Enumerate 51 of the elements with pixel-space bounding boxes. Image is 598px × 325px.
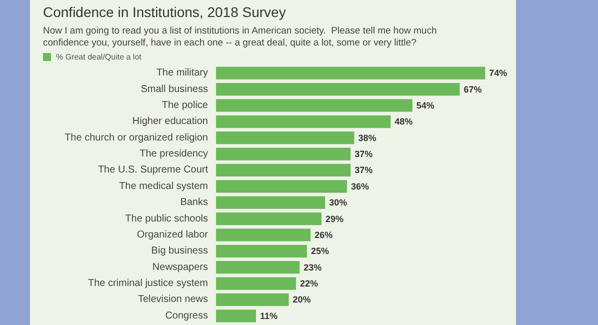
y-tick-label: Small business xyxy=(140,84,208,95)
y-tick-label: The U.S. Supreme Court xyxy=(98,164,208,176)
bar xyxy=(216,164,351,177)
bar xyxy=(216,293,289,306)
data-label: 54% xyxy=(416,100,434,110)
bar xyxy=(216,196,326,209)
y-tick-label: Television news xyxy=(138,294,208,306)
data-label: 23% xyxy=(304,262,322,272)
bar xyxy=(216,115,391,128)
data-label: 20% xyxy=(292,294,311,305)
data-label: 26% xyxy=(314,230,333,240)
bar xyxy=(216,82,460,96)
bar xyxy=(216,244,307,258)
y-tick-label: The medical system xyxy=(119,180,208,192)
bar xyxy=(216,99,412,112)
y-tick-label: Banks xyxy=(180,197,208,208)
bar xyxy=(216,180,347,193)
bar xyxy=(216,66,486,80)
bar xyxy=(216,212,322,226)
data-label: 38% xyxy=(358,132,376,143)
y-tick-label: The public schools xyxy=(125,213,208,224)
data-label: 67% xyxy=(464,84,482,94)
bar xyxy=(216,277,296,290)
data-label: 22% xyxy=(300,278,318,289)
chart-subtitle: Now I am going to read you a list of institutions in American society. Please tell me how much confidence you, yourself, have in each one -- a great deal, quite a lot, some or very little? xyxy=(43,26,437,48)
y-tick-label: The military xyxy=(156,68,208,79)
bar xyxy=(216,261,300,274)
data-label: 37% xyxy=(354,165,373,176)
bar xyxy=(216,148,351,160)
data-label: 11% xyxy=(260,310,278,321)
bar xyxy=(216,228,311,242)
y-tick-label: Big business xyxy=(151,246,208,257)
y-tick-label: Newspapers xyxy=(152,262,208,273)
data-label: 37% xyxy=(354,149,373,160)
data-label: 74% xyxy=(489,68,508,78)
y-tick-label: The police xyxy=(162,100,208,111)
y-tick-label: Congress xyxy=(165,310,208,322)
legend-label: % Great deal/Quite a lot xyxy=(56,52,142,62)
y-tick-label: The presidency xyxy=(140,148,208,160)
data-label: 36% xyxy=(350,181,369,192)
data-label: 30% xyxy=(329,198,348,208)
data-label: 48% xyxy=(394,116,413,127)
data-label: 29% xyxy=(325,214,344,224)
y-tick-label: The criminal justice system xyxy=(88,278,208,290)
chart-title: Confidence in Institutions, 2018 Survey xyxy=(43,4,286,20)
y-tick-label: Organized labor xyxy=(136,229,209,240)
y-tick-label: The church or organized religion xyxy=(64,132,208,144)
bar xyxy=(216,310,256,322)
y-tick-label: Higher education xyxy=(132,116,208,128)
bar xyxy=(216,132,354,144)
data-label: 25% xyxy=(310,246,329,256)
